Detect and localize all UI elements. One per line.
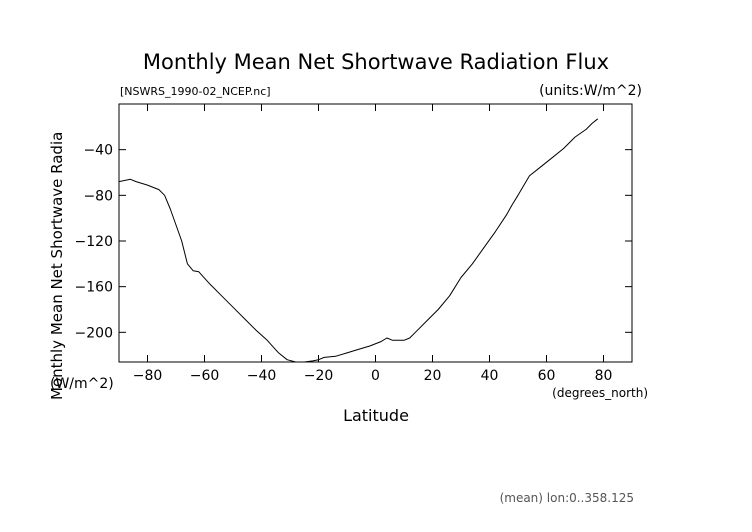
units-label: (units:W/m^2) bbox=[539, 83, 642, 99]
y-axis-label: Monthly Mean Net Shortwave Radia bbox=[48, 132, 66, 400]
x-tick-label: 60 bbox=[538, 368, 556, 384]
source-label: [NSWRS_1990-02_NCEP.nc] bbox=[120, 85, 271, 98]
y-tick-label: −80 bbox=[83, 188, 113, 204]
x-tick-label: 0 bbox=[371, 368, 380, 384]
axis-ticks: −80 −60 −40 −20 0 20 40 60 80−40−80−120−160−200 bbox=[75, 104, 632, 384]
y-axis-units: (W/m^2) bbox=[50, 376, 114, 392]
x-tick-label: 80 bbox=[595, 368, 613, 384]
x-tick-label: 20 bbox=[424, 368, 442, 384]
series-layer bbox=[118, 118, 599, 363]
series-line-nswrs bbox=[118, 118, 599, 363]
footer-note: (mean) lon:0..358.125 bbox=[500, 491, 634, 505]
x-tick-label: −80 bbox=[133, 368, 163, 384]
y-tick-label: −120 bbox=[75, 234, 113, 250]
x-axis-units: (degrees_north) bbox=[552, 386, 648, 400]
x-tick-label: 40 bbox=[481, 368, 499, 384]
x-tick-label: −40 bbox=[247, 368, 277, 384]
y-tick-label: −200 bbox=[75, 325, 113, 341]
x-tick-label: −20 bbox=[304, 368, 334, 384]
x-tick-label: −60 bbox=[190, 368, 220, 384]
chart-title: Monthly Mean Net Shortwave Radiation Flu… bbox=[143, 50, 609, 74]
y-tick-label: −40 bbox=[83, 143, 113, 159]
plot-frame bbox=[118, 103, 633, 363]
y-tick-label: −160 bbox=[75, 280, 113, 296]
x-axis-label: Latitude bbox=[343, 406, 409, 425]
plot-area-border bbox=[118, 103, 633, 363]
